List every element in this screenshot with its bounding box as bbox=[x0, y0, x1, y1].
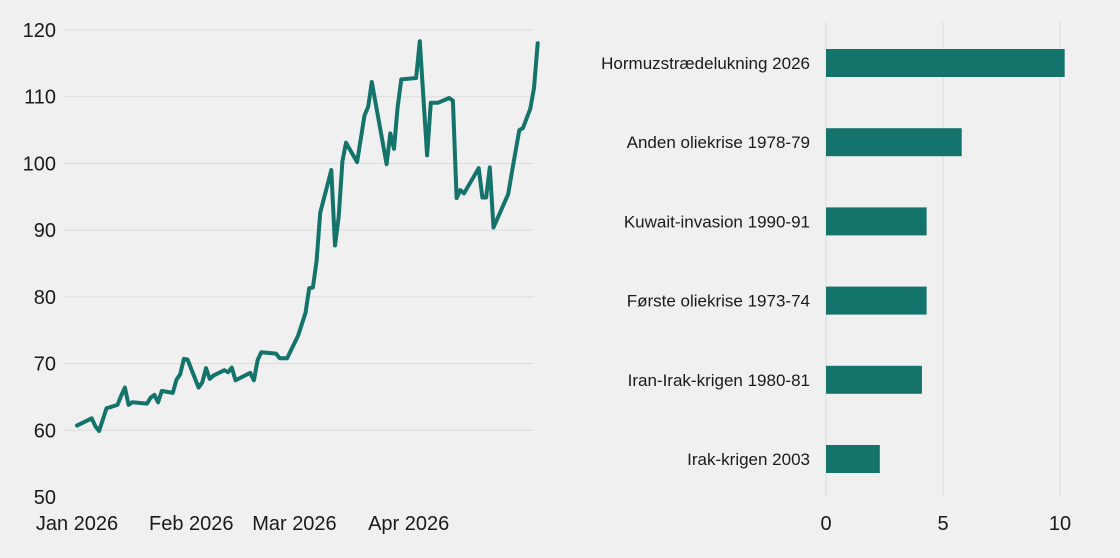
x-tick-label: Apr 2026 bbox=[368, 513, 449, 535]
line-chart-x-tick-labels: Jan 2026 Feb 2026 Mar 2026 Apr 2026 bbox=[36, 513, 449, 535]
x-tick-label: 0 bbox=[820, 513, 831, 535]
category-label: Hormuzstrædelukning 2026 bbox=[601, 54, 810, 73]
y-tick-label: 50 bbox=[34, 487, 56, 509]
y-tick-label: 110 bbox=[24, 87, 56, 109]
x-tick-label: Mar 2026 bbox=[252, 513, 337, 535]
category-label: Iran-Irak-krigen 1980-81 bbox=[628, 371, 810, 390]
y-tick-label: 80 bbox=[34, 287, 56, 309]
y-tick-label: 70 bbox=[34, 354, 56, 376]
bar-chart-category-labels: Hormuzstrædelukning 2026 Anden oliekrise … bbox=[601, 54, 810, 469]
bar bbox=[826, 365, 922, 394]
line-chart-gridlines bbox=[64, 29, 534, 431]
x-tick-label: Jan 2026 bbox=[36, 513, 118, 535]
category-label: Kuwait-invasion 1990-91 bbox=[624, 212, 810, 231]
y-tick-label: 120 bbox=[23, 20, 56, 42]
disruption-bar-chart: Hormuzstrædelukning 2026 Anden oliekrise … bbox=[601, 22, 1071, 535]
bar-chart-bars bbox=[826, 49, 1065, 473]
category-label: Anden oliekrise 1978-79 bbox=[627, 133, 810, 152]
price-line-chart: 50 60 70 80 90 100 110 120 Jan 2026 Feb 2026 Mar … bbox=[23, 20, 540, 535]
y-tick-label: 60 bbox=[34, 420, 56, 442]
line-chart-series bbox=[75, 39, 540, 433]
x-tick-label: 10 bbox=[1049, 513, 1071, 535]
x-tick-label: 5 bbox=[937, 513, 948, 535]
bar-chart-x-tick-labels: 0 5 10 bbox=[820, 513, 1071, 535]
bar bbox=[826, 445, 880, 473]
y-tick-label: 100 bbox=[23, 153, 56, 175]
price-line bbox=[75, 39, 540, 433]
bar bbox=[826, 286, 927, 315]
y-tick-label: 90 bbox=[34, 220, 56, 242]
bar bbox=[826, 207, 927, 236]
category-label: Første oliekrise 1973-74 bbox=[627, 292, 810, 311]
bar bbox=[826, 49, 1065, 77]
bar-chart-gridlines bbox=[825, 22, 1061, 497]
category-label: Irak-krigen 2003 bbox=[687, 450, 810, 469]
x-tick-label: Feb 2026 bbox=[149, 513, 234, 535]
line-chart-y-tick-labels: 50 60 70 80 90 100 110 120 bbox=[23, 20, 56, 509]
bar bbox=[826, 128, 962, 157]
